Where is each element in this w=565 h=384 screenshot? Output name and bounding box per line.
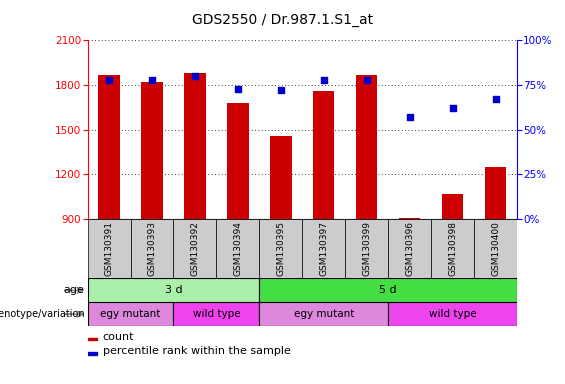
Bar [141, 82, 163, 219]
Bar [399, 218, 420, 219]
Text: GSM130396: GSM130396 [405, 221, 414, 276]
Bar [98, 74, 120, 219]
Text: GSM130392: GSM130392 [190, 221, 199, 276]
Bar [485, 167, 506, 219]
Bar [184, 73, 206, 219]
Point [448, 105, 457, 111]
Text: count: count [103, 332, 134, 342]
Point [491, 96, 500, 102]
Bar [88, 219, 131, 278]
Text: 3 d: 3 d [164, 285, 182, 295]
Bar [88, 302, 173, 326]
Point [405, 114, 414, 120]
Point [362, 76, 371, 83]
Text: GSM130399: GSM130399 [362, 221, 371, 276]
Text: GSM130393: GSM130393 [147, 221, 157, 276]
Bar [259, 302, 388, 326]
Bar [302, 219, 345, 278]
Text: GSM130394: GSM130394 [233, 221, 242, 276]
Text: 5 d: 5 d [379, 285, 397, 295]
Bar [216, 219, 259, 278]
Text: GSM130400: GSM130400 [491, 221, 500, 276]
Bar [345, 219, 388, 278]
Point [319, 76, 328, 83]
Bar [259, 278, 517, 302]
Text: genotype/variation: genotype/variation [0, 309, 85, 319]
Bar [227, 103, 249, 219]
Bar [388, 302, 517, 326]
Bar [388, 219, 431, 278]
Text: wild type: wild type [193, 309, 240, 319]
Bar [88, 278, 259, 302]
Text: GSM130391: GSM130391 [105, 221, 114, 276]
Bar [474, 219, 517, 278]
Bar [270, 136, 292, 219]
Text: GSM130398: GSM130398 [448, 221, 457, 276]
Text: GSM130397: GSM130397 [319, 221, 328, 276]
Text: age: age [64, 285, 85, 295]
Bar [356, 74, 377, 219]
Bar [88, 338, 97, 340]
Text: egy mutant: egy mutant [101, 309, 160, 319]
Text: percentile rank within the sample: percentile rank within the sample [103, 346, 290, 356]
Text: GSM130395: GSM130395 [276, 221, 285, 276]
Point [147, 76, 157, 83]
Bar [431, 219, 474, 278]
Bar [313, 91, 334, 219]
Bar [88, 353, 97, 355]
Text: egy mutant: egy mutant [294, 309, 354, 319]
Bar [259, 219, 302, 278]
Point [105, 76, 114, 83]
Point [276, 87, 285, 93]
Bar [442, 194, 463, 219]
Text: wild type: wild type [429, 309, 476, 319]
Text: GDS2550 / Dr.987.1.S1_at: GDS2550 / Dr.987.1.S1_at [192, 13, 373, 27]
Point [233, 86, 242, 92]
Bar [173, 219, 216, 278]
Bar [131, 219, 173, 278]
Bar [173, 302, 259, 326]
Point [190, 73, 199, 79]
